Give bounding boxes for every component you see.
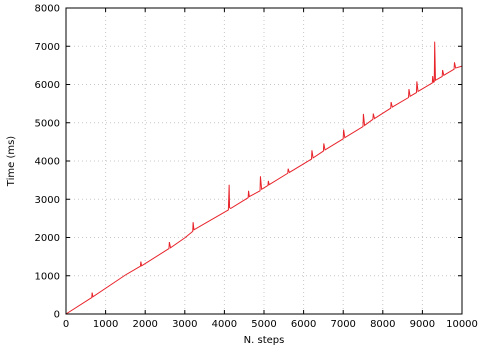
x-tick-label: 9000	[410, 319, 435, 330]
grid	[66, 8, 462, 314]
x-tick-label: 4000	[212, 319, 237, 330]
y-tick-label: 4000	[35, 157, 60, 168]
x-tick-label: 10000	[446, 319, 478, 330]
x-tick-label: 5000	[251, 319, 276, 330]
x-tick-label: 8000	[370, 319, 395, 330]
y-tick-label: 5000	[35, 118, 60, 129]
y-tick-label: 6000	[35, 80, 60, 91]
y-tick-labels: 0 1000 2000 3000 4000 5000 6000 7000 8000	[35, 4, 60, 321]
y-axis-title: Time (ms)	[6, 136, 17, 188]
y-tick-label: 2000	[35, 233, 60, 244]
y-tick-label: 8000	[35, 4, 60, 15]
y-tick-label: 3000	[35, 195, 60, 206]
series-line	[65, 41, 463, 315]
series-group	[65, 41, 463, 315]
y-tick-label: 7000	[35, 42, 60, 53]
x-tick-label: 2000	[132, 319, 157, 330]
x-tick-label: 3000	[172, 319, 197, 330]
x-tick-label: 0	[63, 319, 69, 330]
x-tick-labels: 0 1000 2000 3000 4000 5000 6000 7000 8000 9000 100…	[63, 319, 478, 330]
y-tick-label: 1000	[35, 271, 60, 282]
x-axis-title: N. steps	[244, 335, 285, 346]
x-tick-label: 7000	[330, 319, 355, 330]
x-tick-label: 1000	[93, 319, 118, 330]
plot-frame	[65, 7, 463, 315]
x-tick-label: 6000	[291, 319, 316, 330]
y-tick-label: 0	[54, 310, 60, 321]
